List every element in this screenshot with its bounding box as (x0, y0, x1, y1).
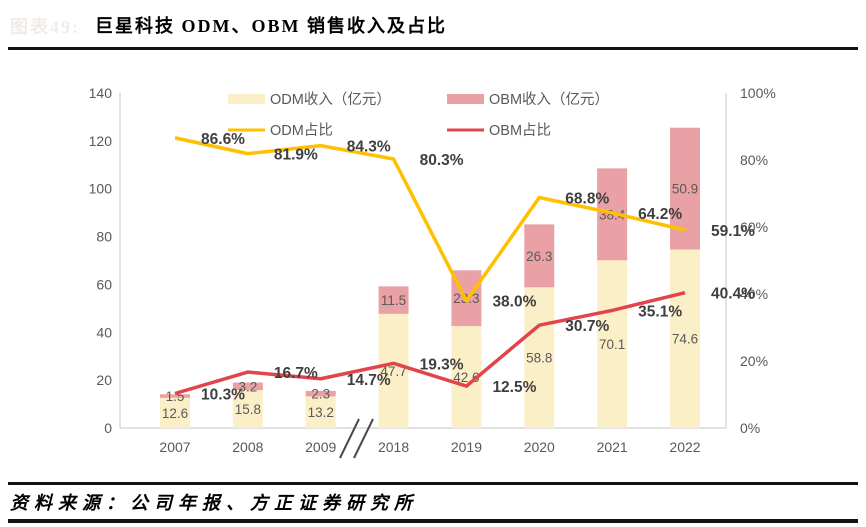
svg-text:0%: 0% (740, 420, 760, 436)
y-axis-left-labels: 0 20 40 60 80 100 120 140 (89, 85, 113, 436)
svg-text:16.7%: 16.7% (274, 365, 318, 382)
svg-text:26.3: 26.3 (526, 249, 552, 264)
title-divider (8, 47, 858, 50)
svg-text:11.5: 11.5 (381, 293, 406, 308)
footer-divider-bottom (8, 519, 858, 523)
svg-text:100: 100 (89, 181, 113, 197)
svg-text:80: 80 (96, 229, 112, 245)
chart-title: 巨星科技 ODM、OBM 销售收入及占比 (95, 16, 447, 36)
svg-text:40.4%: 40.4% (711, 286, 755, 303)
svg-text:12.6: 12.6 (162, 406, 188, 421)
obm-ratio-labels: 10.3% 16.7% 14.7% 19.3% 12.5% 30.7% 35.1% 40.4% (201, 286, 755, 404)
svg-text:12.5%: 12.5% (492, 379, 536, 396)
svg-text:81.9%: 81.9% (274, 147, 318, 164)
svg-text:2007: 2007 (159, 439, 190, 455)
svg-text:60%: 60% (740, 219, 768, 235)
odm-ratio-labels: 86.6% 81.9% 84.3% 80.3% 38.0% 68.8% 64.2% 59.1% (201, 131, 755, 311)
svg-text:2.3: 2.3 (311, 387, 330, 402)
svg-text:2018: 2018 (378, 439, 409, 455)
svg-text:40%: 40% (740, 286, 768, 302)
svg-text:15.8: 15.8 (235, 402, 261, 417)
svg-text:30.7%: 30.7% (565, 318, 609, 335)
axis-break-mark (339, 418, 374, 459)
legend-swatch (447, 94, 484, 104)
svg-text:20: 20 (96, 372, 112, 388)
svg-text:35.1%: 35.1% (638, 303, 682, 320)
obm-revenue-bars (160, 127, 700, 398)
svg-text:47.7: 47.7 (380, 364, 406, 379)
svg-text:84.3%: 84.3% (347, 139, 391, 156)
svg-text:80.3%: 80.3% (420, 152, 464, 169)
svg-text:120: 120 (89, 133, 113, 149)
svg-text:100%: 100% (740, 85, 776, 101)
svg-text:2021: 2021 (597, 439, 628, 455)
svg-text:40: 40 (96, 324, 112, 340)
odm-ratio-line (174, 136, 686, 303)
svg-text:68.8%: 68.8% (565, 191, 609, 208)
svg-text:50.9: 50.9 (672, 182, 698, 197)
legend-label: ODM占比 (270, 122, 333, 139)
svg-text:140: 140 (89, 85, 113, 101)
svg-text:2008: 2008 (232, 439, 263, 455)
svg-text:20%: 20% (740, 353, 768, 369)
figure-label: 图表49: (10, 17, 80, 37)
legend: ODM收入（亿元） OBM收入（亿元） ODM占比 OBM占比 (228, 91, 609, 139)
svg-text:2022: 2022 (669, 439, 700, 455)
obm-ratio-line (174, 290, 686, 396)
svg-text:2020: 2020 (524, 439, 555, 455)
legend-label: OBM收入（亿元） (489, 91, 609, 108)
svg-text:0: 0 (104, 420, 112, 436)
svg-text:60: 60 (96, 276, 112, 292)
svg-text:13.2: 13.2 (308, 405, 334, 420)
svg-text:59.1%: 59.1% (711, 223, 755, 240)
svg-text:70.1: 70.1 (599, 337, 625, 352)
svg-text:19.3%: 19.3% (420, 356, 464, 373)
source-note: 资料来源：公司年报、方正证券研究所 (10, 493, 418, 513)
svg-text:38.0%: 38.0% (492, 294, 536, 311)
svg-text:10.3%: 10.3% (201, 386, 245, 403)
y-axis-right-labels: 0% 20% 40% 60% 80% 100% (740, 85, 776, 436)
svg-text:74.6: 74.6 (672, 332, 698, 347)
svg-text:64.2%: 64.2% (638, 206, 682, 223)
svg-text:2019: 2019 (451, 439, 482, 455)
svg-text:14.7%: 14.7% (347, 372, 391, 389)
svg-text:2009: 2009 (305, 439, 336, 455)
svg-text:3.2: 3.2 (238, 379, 257, 394)
odm-bar-value-labels: 12.6 15.8 13.247.7 42.658.870.1 74.6 (162, 332, 698, 421)
svg-text:58.8: 58.8 (526, 351, 552, 366)
legend-label: OBM占比 (489, 122, 551, 139)
footer-divider-top (8, 482, 858, 485)
legend-swatch (228, 94, 265, 104)
x-axis-labels: 2007 2008 2009 2018 2019 2020 2021 2022 (159, 439, 700, 455)
svg-text:86.6%: 86.6% (201, 131, 245, 148)
svg-text:80%: 80% (740, 152, 768, 168)
legend-label: ODM收入（亿元） (270, 91, 391, 108)
